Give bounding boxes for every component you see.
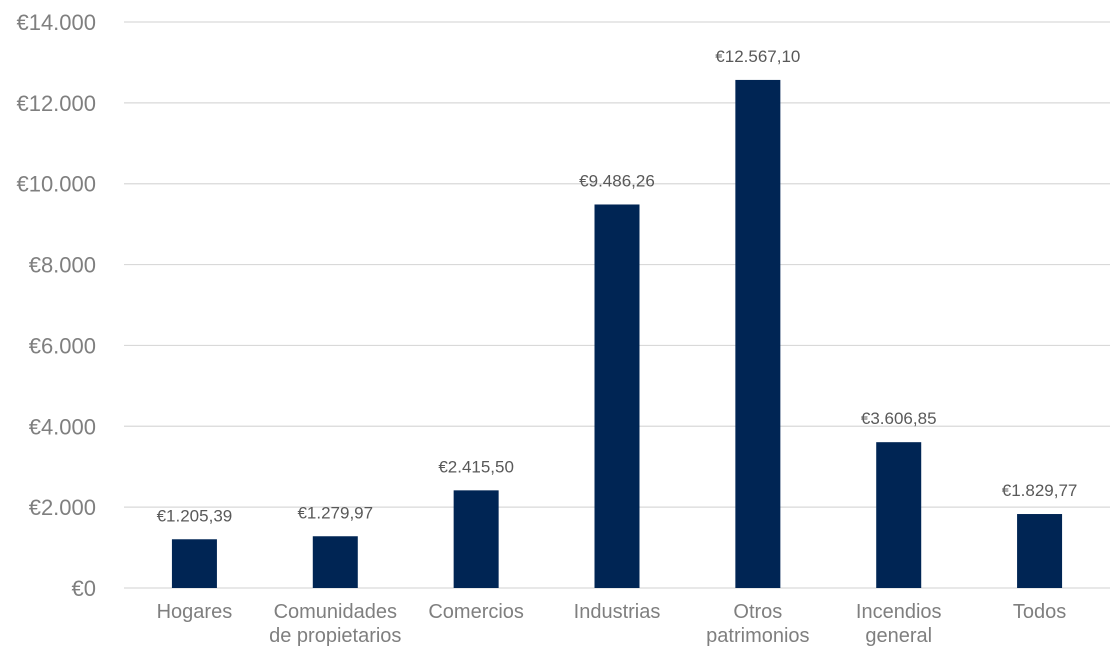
y-tick-label: €6.000 [29,333,96,358]
data-labels: €1.205,39 €1.279,97 €2.415,50 €9.486,26 €12.… [157,47,1078,525]
x-tick-label-line: patrimonios [706,625,809,647]
data-label: €9.486,26 [579,171,655,190]
x-tick-label-line: Hogares [157,601,233,623]
x-tick-label: Todos [1013,601,1066,623]
x-tick-label: Hogares [157,601,233,623]
x-axis-tick-labels: Hogares Comunidades de propietarios Comerci… [157,601,1067,647]
data-label: €1.205,39 [157,506,233,525]
x-tick-label: Incendios general [856,601,942,647]
y-axis-tick-labels: €0 €2.000 €4.000 €6.000 €8.000 €10.000 €12.000… [16,10,96,601]
bar [876,442,922,588]
x-tick-label: Comercios [428,601,524,623]
bar [171,539,217,588]
x-tick-label-line: Otros [733,601,782,623]
y-tick-label: €14.000 [16,10,96,35]
x-tick-label: Comunidades de propietarios [269,601,401,647]
data-label: €1.279,97 [297,503,373,522]
x-tick-label: Otros patrimonios [706,601,809,647]
bars [171,79,1063,588]
bar [1017,514,1063,588]
bar [594,204,640,588]
y-tick-label: €2.000 [29,495,96,520]
y-tick-label: €8.000 [29,253,96,278]
x-tick-label-line: Incendios [856,601,942,623]
y-tick-label: €4.000 [29,414,96,439]
y-tick-label: €0 [72,576,96,601]
data-label: €1.829,77 [1002,481,1078,500]
x-tick-label-line: Comercios [428,601,524,623]
x-tick-label-line: Todos [1013,601,1066,623]
x-tick-label-line: general [865,625,932,647]
data-label: €2.415,50 [438,457,514,476]
data-label: €3.606,85 [861,409,937,428]
x-tick-label: Industrias [574,601,661,623]
bar [735,79,781,588]
data-label: €12.567,10 [715,47,800,66]
y-tick-label: €12.000 [16,91,96,116]
bar [453,490,499,588]
x-tick-label-line: de propietarios [269,625,401,647]
x-tick-label-line: Comunidades [274,601,397,623]
bar [312,536,358,588]
y-tick-label: €10.000 [16,172,96,197]
x-tick-label-line: Industrias [574,601,661,623]
